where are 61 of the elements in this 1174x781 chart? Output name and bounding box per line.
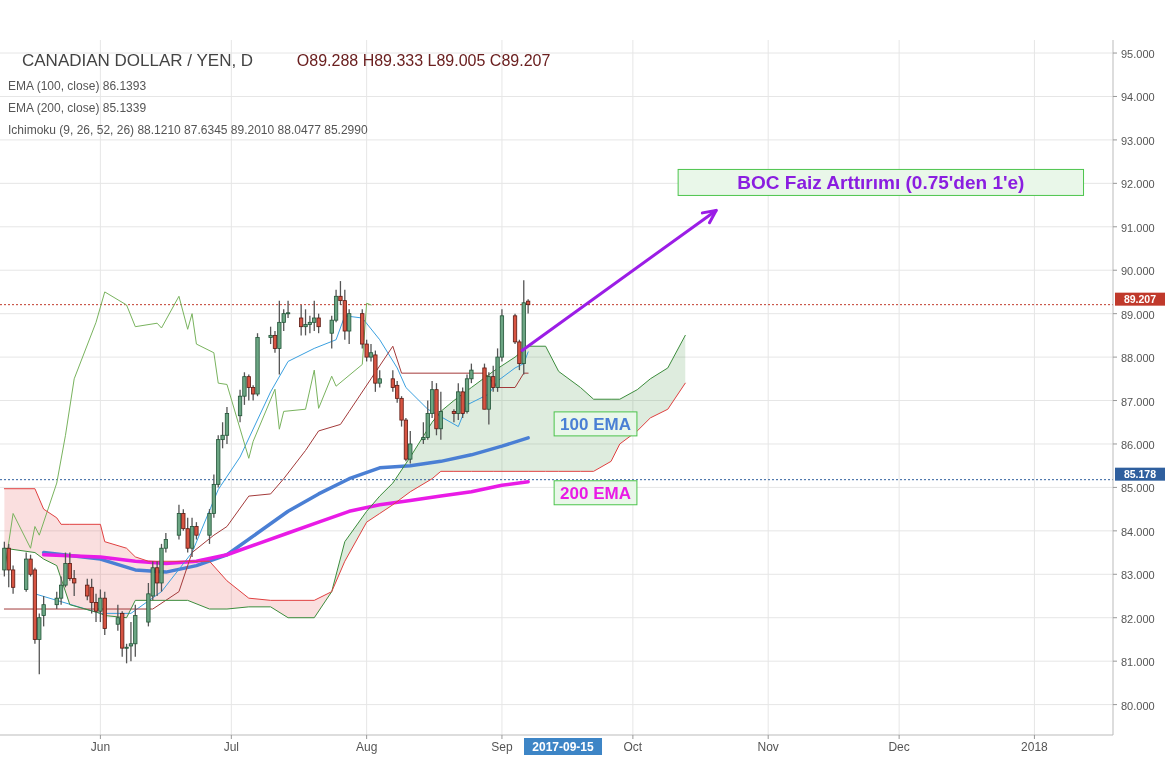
y-tick-label: 91.000 (1121, 221, 1155, 234)
y-tick-label: 94.000 (1121, 91, 1155, 104)
y-tick-label: 90.000 (1121, 265, 1155, 278)
candlestick (189, 517, 195, 558)
candlestick (451, 408, 457, 423)
line-series (34, 315, 529, 614)
y-tick-label: 86.000 (1121, 438, 1155, 451)
ref-line-label: 85.178 (1123, 468, 1157, 481)
annotation: EMA (200, close) 85.1339 (8, 101, 147, 115)
text: CANADIAN DOLLAR / YEN, D (22, 51, 254, 70)
candlestick (526, 298, 531, 315)
annotation: O89.288 H89.333 L89.005 C89.207 (296, 52, 551, 69)
y-tick-label: 82.000 (1121, 612, 1155, 625)
x-tick-label: 2018 (1021, 740, 1049, 754)
text: 2017-09-15 (532, 740, 595, 754)
candlestick (272, 330, 278, 354)
candlestick (2, 541, 7, 578)
candlestick (368, 343, 374, 363)
annotation: Ichimoku (9, 26, 52, 26) 88.1210 87.6345 89.2010 88.0477 85.2990 (8, 123, 368, 137)
y-tick-label: 88.000 (1121, 352, 1155, 365)
candlestick (491, 365, 496, 393)
y-tick-label: 95.000 (1121, 48, 1155, 61)
candlestick (299, 304, 304, 337)
x-tick-label: Jul (223, 740, 239, 754)
series-label: 200 EMA (560, 483, 631, 503)
candlestick (303, 308, 308, 337)
candlestick (98, 588, 103, 623)
candlestick (312, 299, 317, 332)
candlestick (307, 315, 312, 334)
candlestick (456, 382, 461, 421)
candlestick (246, 373, 251, 402)
y-tick-label: 81.000 (1121, 656, 1155, 669)
candlestick (285, 299, 291, 319)
x-tick-label: Aug (355, 740, 378, 754)
line-series (41, 480, 530, 566)
y-tick-label: 89.000 (1121, 308, 1155, 321)
candlestick (176, 504, 182, 541)
series-label: 100 EMA (560, 414, 631, 434)
line-series (3, 382, 686, 601)
annotation: EMA (100, close) 86.1393 (8, 79, 147, 93)
candlestick (347, 308, 352, 345)
annotation: BOC Faiz Arttırımı (0.75'den 1'e) (737, 172, 1025, 194)
x-tick-label: Sep (491, 740, 513, 754)
y-tick-label: 92.000 (1121, 178, 1155, 191)
candlestick (438, 391, 443, 441)
y-tick-label: 85.000 (1121, 482, 1155, 495)
x-tick-label: Nov (757, 740, 779, 754)
candlestick (115, 604, 120, 632)
candlestick (155, 560, 160, 597)
candlestick (408, 430, 413, 465)
y-tick-label: 80.000 (1121, 699, 1155, 712)
y-tick-label: 84.000 (1121, 525, 1155, 538)
candlestick (224, 406, 230, 445)
x-tick-label: Dec (888, 740, 910, 754)
line-series (3, 345, 529, 610)
y-tick-label: 87.000 (1121, 395, 1155, 408)
y-tick-label: 83.000 (1121, 569, 1155, 582)
ref-line-label: 89.207 (1123, 293, 1157, 306)
x-tick-label: Jun (90, 740, 111, 754)
x-tick-label: Oct (623, 740, 643, 754)
y-tick-label: 93.000 (1121, 134, 1155, 147)
